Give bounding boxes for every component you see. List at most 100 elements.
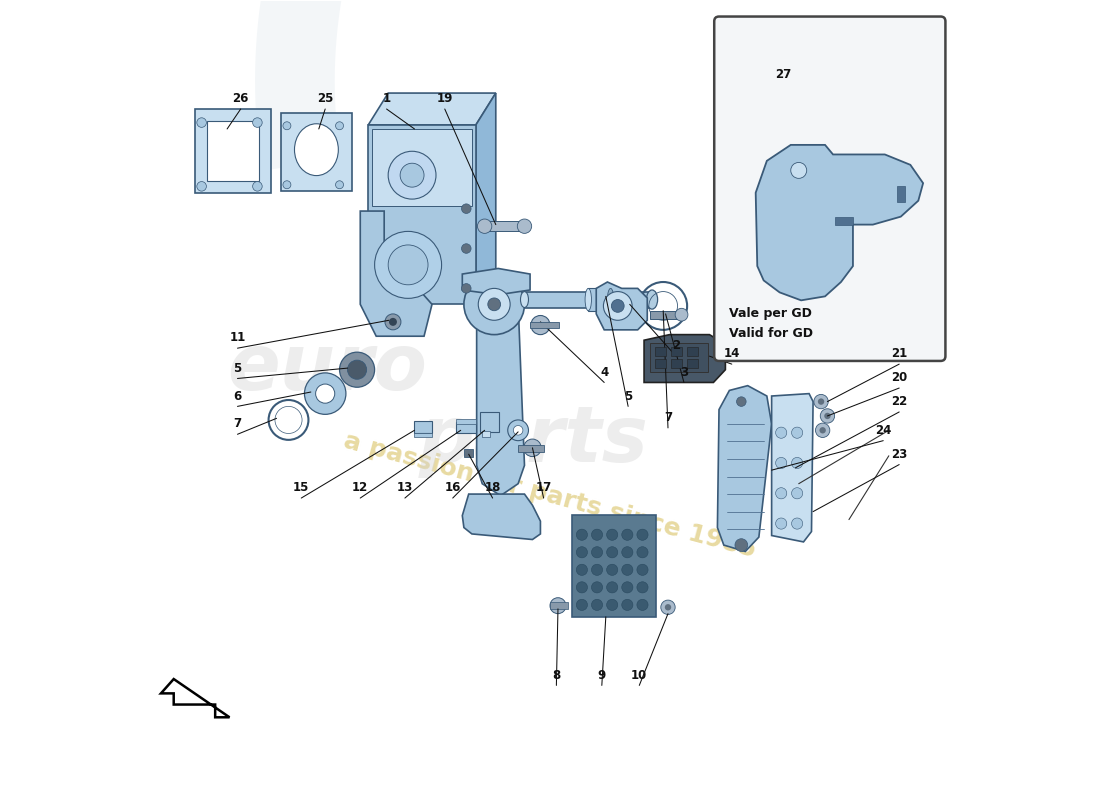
Circle shape: [664, 604, 671, 610]
Text: 27: 27: [774, 68, 791, 82]
Circle shape: [776, 488, 786, 499]
Bar: [588, 288, 610, 310]
Bar: [485, 222, 525, 231]
Bar: [195, 109, 271, 193]
Text: 16: 16: [444, 481, 461, 494]
Text: 6: 6: [233, 390, 242, 402]
Polygon shape: [361, 211, 432, 336]
Circle shape: [514, 426, 522, 435]
Circle shape: [637, 599, 648, 610]
Circle shape: [815, 423, 829, 438]
Polygon shape: [645, 334, 725, 382]
Circle shape: [792, 518, 803, 529]
Circle shape: [348, 360, 366, 379]
Circle shape: [508, 420, 528, 441]
Polygon shape: [756, 145, 923, 300]
Bar: [688, 359, 698, 368]
Polygon shape: [368, 93, 496, 125]
Bar: [671, 359, 682, 368]
Bar: [415, 433, 432, 438]
Circle shape: [792, 427, 803, 438]
Bar: [518, 446, 543, 452]
Bar: [280, 113, 352, 191]
Circle shape: [197, 182, 207, 191]
Text: 10: 10: [631, 669, 648, 682]
Circle shape: [621, 564, 632, 575]
Circle shape: [604, 291, 632, 320]
Circle shape: [478, 288, 510, 320]
Circle shape: [517, 219, 531, 234]
Text: 24: 24: [876, 424, 891, 437]
Ellipse shape: [585, 288, 592, 310]
Circle shape: [576, 529, 587, 540]
Bar: [464, 450, 473, 458]
Circle shape: [606, 564, 618, 575]
Circle shape: [389, 318, 397, 326]
Text: 11: 11: [230, 331, 245, 344]
Text: 20: 20: [891, 371, 908, 384]
Bar: [896, 186, 905, 202]
Text: 5: 5: [624, 390, 632, 402]
Circle shape: [818, 398, 824, 405]
Polygon shape: [462, 269, 530, 294]
Circle shape: [621, 599, 632, 610]
Polygon shape: [476, 93, 496, 304]
Circle shape: [737, 397, 746, 406]
Circle shape: [464, 274, 525, 334]
Circle shape: [592, 529, 603, 540]
Text: 4: 4: [601, 366, 608, 378]
Text: a passion for parts since 1985: a passion for parts since 1985: [341, 429, 759, 562]
Polygon shape: [650, 342, 708, 372]
Circle shape: [791, 162, 806, 178]
Circle shape: [606, 599, 618, 610]
Circle shape: [592, 546, 603, 558]
Circle shape: [792, 488, 803, 499]
Circle shape: [675, 308, 688, 321]
Circle shape: [336, 122, 343, 130]
Circle shape: [197, 118, 207, 127]
Polygon shape: [476, 302, 525, 496]
Polygon shape: [368, 125, 476, 304]
Circle shape: [621, 582, 632, 593]
Text: 14: 14: [724, 347, 740, 360]
Polygon shape: [572, 515, 656, 617]
Bar: [455, 422, 476, 434]
Polygon shape: [771, 394, 813, 542]
Circle shape: [637, 546, 648, 558]
Bar: [525, 291, 652, 307]
Bar: [550, 602, 568, 609]
Circle shape: [305, 373, 345, 414]
Circle shape: [283, 181, 290, 189]
Circle shape: [824, 413, 830, 419]
Text: 26: 26: [232, 92, 249, 105]
Text: 23: 23: [891, 448, 908, 461]
Text: 9: 9: [597, 669, 606, 682]
Text: 7: 7: [664, 411, 672, 424]
Bar: [656, 359, 667, 368]
Text: 25: 25: [317, 92, 333, 105]
Bar: [530, 322, 559, 328]
Text: Vale per GD: Vale per GD: [728, 307, 812, 320]
Bar: [656, 347, 667, 356]
Circle shape: [385, 314, 400, 330]
Text: 2: 2: [672, 339, 680, 352]
Bar: [650, 310, 682, 318]
Text: 17: 17: [536, 481, 552, 494]
Circle shape: [253, 118, 262, 127]
Text: 8: 8: [552, 669, 561, 682]
Bar: [482, 431, 491, 438]
Polygon shape: [462, 494, 540, 539]
Bar: [480, 412, 499, 432]
Text: 13: 13: [397, 481, 412, 494]
Circle shape: [253, 182, 262, 191]
Polygon shape: [372, 129, 472, 206]
Circle shape: [792, 458, 803, 469]
Circle shape: [275, 406, 302, 434]
Circle shape: [821, 409, 835, 423]
Ellipse shape: [647, 290, 658, 309]
Text: Valid for GD: Valid for GD: [728, 327, 813, 340]
Circle shape: [661, 600, 675, 614]
Circle shape: [621, 529, 632, 540]
Circle shape: [735, 538, 748, 551]
Circle shape: [576, 582, 587, 593]
